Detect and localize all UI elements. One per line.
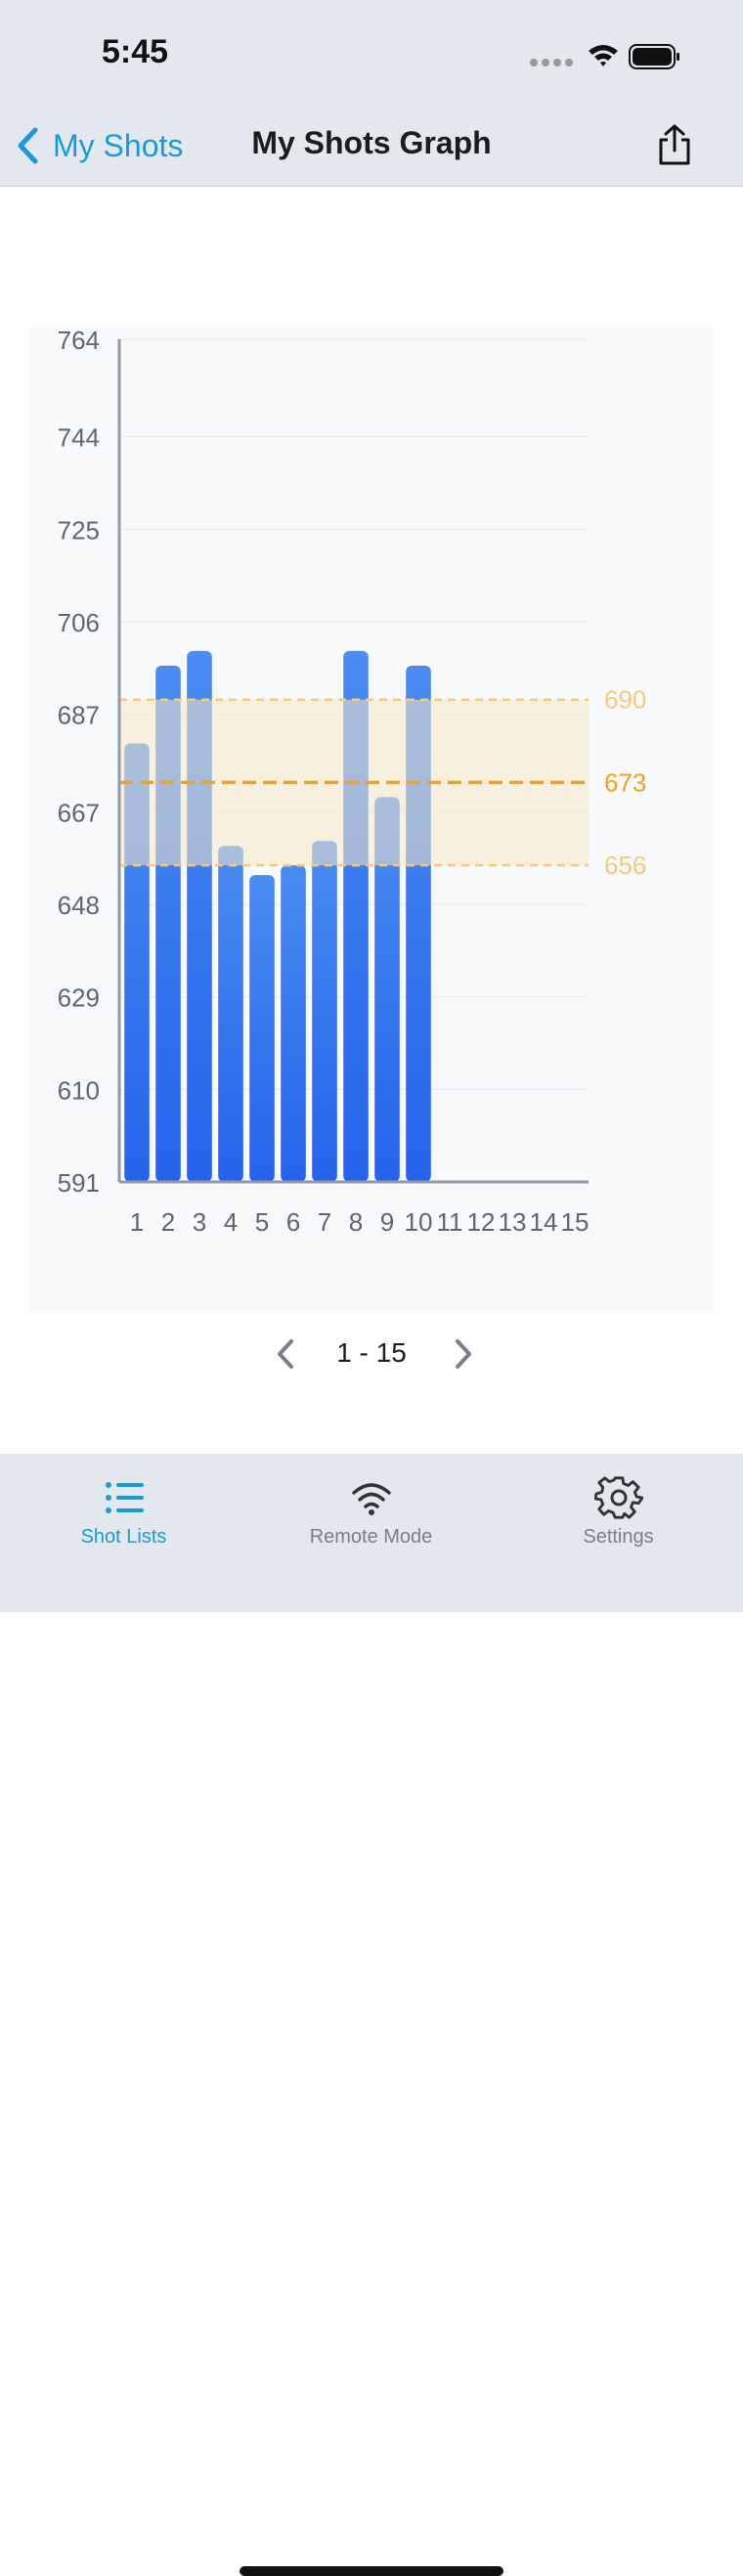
x-tick-label: 7 (318, 1207, 331, 1237)
bar (281, 865, 306, 1182)
bar (312, 841, 337, 1182)
x-tick-label: 10 (405, 1207, 433, 1237)
tab-bar: Shot Lists Remote Mode Settings (0, 1454, 743, 2576)
page-title-text: My Shots Graph (251, 125, 492, 160)
status-icons (530, 44, 679, 69)
y-tick-label: 629 (58, 983, 100, 1013)
x-tick-label: 3 (193, 1207, 206, 1237)
pager: 1 - 15 (0, 1330, 743, 1378)
x-tick-label: 1 (130, 1207, 144, 1237)
back-button-label: My Shots (53, 127, 184, 163)
tab-remote-mode-label: Remote Mode (309, 1526, 433, 1548)
y-tick-label: 725 (58, 515, 100, 545)
list-icon (105, 1482, 144, 1513)
x-tick-label: 4 (224, 1207, 238, 1237)
x-tick-label: 6 (286, 1207, 300, 1237)
tab-settings[interactable]: Settings (495, 1454, 742, 1571)
y-tick-label: 648 (58, 891, 100, 920)
reference-line-label: 690 (604, 685, 646, 715)
x-tick-label: 11 (437, 1207, 463, 1237)
previous-page-icon[interactable] (266, 1330, 305, 1378)
gear-icon (593, 1476, 643, 1519)
y-tick-label: 591 (58, 1168, 100, 1198)
x-tick-label: 9 (380, 1207, 394, 1237)
y-tick-label: 706 (58, 608, 100, 637)
x-tick-label: 8 (349, 1207, 363, 1237)
tab-shot-lists[interactable]: Shot Lists (0, 1454, 247, 1571)
reference-line-label: 656 (604, 851, 646, 880)
status-time: 5:45 (102, 33, 169, 70)
x-tick-label: 12 (467, 1207, 496, 1237)
cellular-signal-icon (530, 59, 573, 66)
tab-remote-mode[interactable]: Remote Mode (247, 1454, 495, 1571)
tab-settings-label: Settings (583, 1526, 654, 1548)
share-icon[interactable] (657, 123, 692, 166)
shots-chart-card: 764 744 725 706 687 667 648 629 610 591 1 2 3 4 5 6 7 8 9 1… (29, 326, 714, 1313)
navigation-bar: My Shots My Shots Graph (0, 108, 743, 187)
tab-shot-lists-label: Shot Lists (80, 1526, 167, 1548)
bar (374, 797, 400, 1182)
back-button[interactable]: My Shots (16, 121, 183, 170)
x-tick-label: 2 (161, 1207, 175, 1237)
status-bar: 5:45 (0, 0, 743, 108)
y-tick-label: 744 (58, 423, 100, 453)
next-page-icon[interactable] (444, 1330, 483, 1378)
page-range-label: 1 - 15 (336, 1337, 407, 1368)
x-tick-label: 14 (530, 1207, 558, 1237)
bar (249, 875, 275, 1182)
y-tick-label: 610 (58, 1075, 100, 1105)
battery-icon (629, 44, 679, 69)
page-title: My Shots Graph (0, 125, 743, 161)
wifi-status-icon (589, 45, 618, 66)
y-tick-label: 764 (58, 326, 100, 355)
x-tick-label: 15 (561, 1207, 590, 1237)
y-tick-label: 667 (58, 798, 100, 827)
chevron-left-icon (18, 127, 38, 164)
x-tick-label: 5 (255, 1207, 269, 1237)
y-tick-label: 687 (58, 701, 100, 730)
reference-line-label: 673 (604, 767, 646, 797)
x-tick-label: 13 (499, 1207, 527, 1237)
bar (218, 846, 243, 1182)
home-indicator (240, 2566, 503, 2576)
wifi-icon (351, 1483, 391, 1515)
